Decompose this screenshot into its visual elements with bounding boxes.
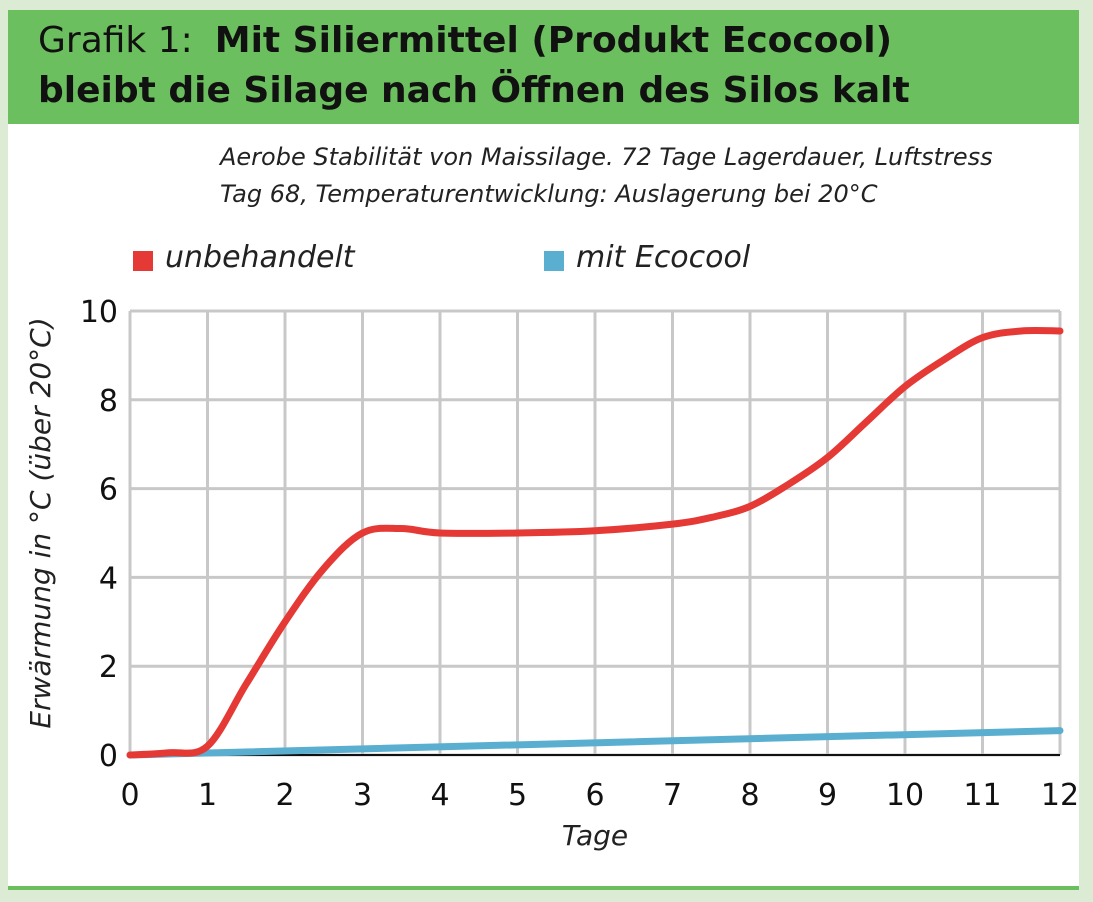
x-axis-title: Tage: [562, 819, 628, 852]
series-line-unbehandelt: [126, 326, 1064, 759]
title-banner: Grafik 1: Mit Siliermittel (Produkt Ecoco…: [8, 10, 1079, 124]
chart-subtitle-line2: Tag 68, Temperaturentwicklung: Auslageru…: [220, 180, 878, 208]
x-tick-label-12: 12: [1041, 778, 1079, 813]
x-tick-label-8: 8: [740, 778, 759, 813]
figure-title-part1: Mit Siliermittel (Produkt Ecocool): [214, 20, 893, 61]
x-tick-label-9: 9: [818, 778, 837, 813]
x-tick-label-2: 2: [275, 778, 294, 813]
x-tick-label-0: 0: [120, 778, 139, 813]
legend-swatch-ecocool: [544, 251, 564, 271]
figure-title-line2: bleibt die Silage nach Öffnen des Silos …: [38, 70, 910, 111]
chart-subtitle-line1: Aerobe Stabilität von Maissilage. 72 Tag…: [220, 143, 993, 171]
series-line-ecocool: [126, 727, 1064, 759]
y-tick-label-6: 6: [99, 473, 118, 508]
figure-title-line1: Grafik 1: Mit Siliermittel (Produkt Ecoco…: [38, 20, 892, 61]
x-tick-label-10: 10: [886, 778, 924, 813]
legend-swatch-unbehandelt: [133, 251, 153, 271]
x-tick-label-3: 3: [353, 778, 372, 813]
x-tick-label-11: 11: [963, 778, 1001, 813]
y-tick-label-8: 8: [99, 384, 118, 419]
y-tick-label-10: 10: [80, 295, 118, 330]
legend-label-unbehandelt: unbehandelt: [165, 240, 355, 275]
x-tick-label-5: 5: [508, 778, 527, 813]
x-tick-label-6: 6: [585, 778, 604, 813]
chart-series: [126, 326, 1064, 759]
figure-number: Grafik 1:: [38, 20, 193, 61]
y-tick-label-2: 2: [99, 650, 118, 685]
x-tick-label-1: 1: [198, 778, 217, 813]
y-axis-title: Erwärmung in °C (über 20°C): [24, 317, 57, 728]
y-tick-label-4: 4: [99, 561, 118, 596]
y-tick-label-0: 0: [99, 739, 118, 774]
chart-grid: [128, 309, 1062, 757]
x-tick-label-7: 7: [663, 778, 682, 813]
x-tick-label-4: 4: [430, 778, 449, 813]
legend-label-ecocool: mit Ecocool: [576, 240, 751, 275]
figure-frame: Grafik 1: Mit Siliermittel (Produkt Ecoco…: [8, 10, 1079, 890]
